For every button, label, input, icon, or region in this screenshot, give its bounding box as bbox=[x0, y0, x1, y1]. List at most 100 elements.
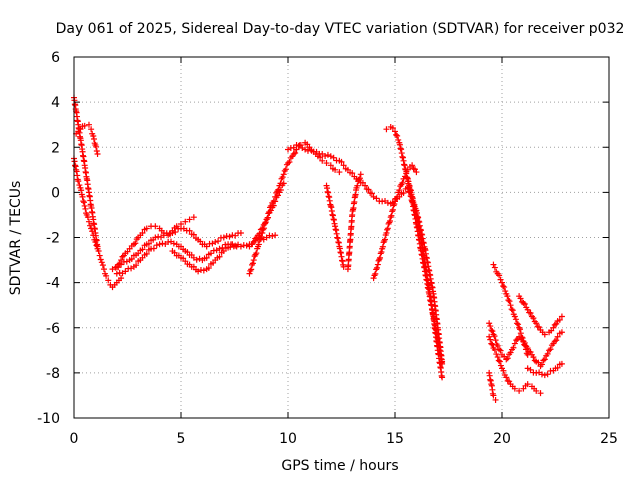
data-point-interp bbox=[398, 146, 405, 153]
data-point-interp bbox=[78, 187, 85, 194]
data-point-interp bbox=[535, 359, 542, 366]
data-point bbox=[541, 356, 548, 363]
data-point bbox=[203, 243, 210, 250]
data-point bbox=[207, 250, 214, 257]
data-point-interp bbox=[553, 320, 560, 327]
data-point-interp bbox=[76, 182, 83, 189]
y-tick-label: -2 bbox=[46, 231, 60, 247]
data-point-interp bbox=[338, 158, 345, 165]
data-point bbox=[387, 214, 394, 221]
data-point-interp bbox=[491, 333, 498, 340]
data-point bbox=[81, 122, 88, 129]
data-point-interp bbox=[505, 297, 512, 304]
data-points bbox=[71, 94, 565, 403]
data-point-interp bbox=[396, 141, 403, 148]
data-point bbox=[511, 313, 518, 320]
data-point-interp bbox=[504, 355, 511, 362]
data-point-interp bbox=[249, 260, 256, 267]
data-point-interp bbox=[493, 351, 500, 358]
data-point-interp bbox=[387, 218, 394, 225]
data-point bbox=[272, 198, 279, 205]
data-point bbox=[98, 259, 105, 266]
data-point-interp bbox=[133, 262, 140, 269]
data-point bbox=[94, 243, 101, 250]
x-tick-label: 20 bbox=[493, 431, 511, 447]
data-point-interp bbox=[412, 208, 419, 215]
data-point bbox=[237, 243, 244, 250]
data-point-interp bbox=[322, 152, 329, 159]
data-point bbox=[370, 275, 377, 282]
data-point-interp bbox=[487, 323, 494, 330]
data-point-interp bbox=[521, 341, 528, 348]
data-point bbox=[220, 234, 227, 241]
data-point bbox=[272, 232, 279, 239]
data-point-interp bbox=[497, 347, 504, 354]
data-point-interp bbox=[253, 250, 260, 257]
data-point-interp bbox=[255, 241, 262, 248]
data-point bbox=[152, 234, 159, 241]
x-tick-label: 5 bbox=[177, 431, 186, 447]
data-point bbox=[413, 169, 420, 176]
data-point bbox=[554, 333, 561, 340]
data-point-interp bbox=[384, 226, 391, 233]
data-point-interp bbox=[190, 231, 197, 238]
data-point bbox=[118, 275, 125, 282]
data-point-interp bbox=[497, 276, 504, 283]
data-point-interp bbox=[489, 341, 496, 348]
data-point-interp bbox=[513, 320, 520, 327]
data-point bbox=[507, 302, 514, 309]
data-point bbox=[546, 347, 553, 354]
y-tick-label: 2 bbox=[51, 140, 60, 156]
data-point-interp bbox=[374, 264, 381, 271]
data-point-interp bbox=[292, 149, 299, 156]
data-point-interp bbox=[518, 334, 525, 341]
data-point-interp bbox=[488, 327, 495, 334]
data-point bbox=[374, 261, 381, 268]
data-point bbox=[486, 320, 493, 327]
data-point-interp bbox=[277, 186, 284, 193]
data-point bbox=[490, 261, 497, 268]
data-point bbox=[156, 241, 163, 248]
data-point-interp bbox=[97, 256, 104, 263]
data-point bbox=[323, 160, 330, 167]
data-point bbox=[85, 218, 92, 225]
data-point-interp bbox=[286, 158, 293, 165]
grid bbox=[74, 57, 609, 418]
y-tick-label: 6 bbox=[51, 50, 60, 66]
data-point-interp bbox=[270, 202, 277, 209]
data-point-interp bbox=[522, 346, 529, 353]
data-point-interp bbox=[405, 178, 412, 185]
data-point bbox=[533, 387, 540, 394]
data-point-interp bbox=[544, 350, 551, 357]
data-point-interp bbox=[538, 361, 545, 368]
data-point-interp bbox=[530, 354, 537, 361]
data-point-interp bbox=[340, 162, 347, 169]
data-point-interp bbox=[354, 182, 361, 189]
data-point-interp bbox=[80, 199, 87, 206]
data-point-interp bbox=[411, 203, 418, 210]
data-point bbox=[319, 157, 326, 164]
data-point-interp bbox=[99, 262, 106, 269]
data-point bbox=[533, 320, 540, 327]
data-point-interp bbox=[389, 125, 396, 131]
data-point-interp bbox=[393, 131, 400, 138]
data-point-interp bbox=[258, 233, 265, 240]
data-point-interp bbox=[530, 315, 537, 322]
y-tick-label: 0 bbox=[51, 185, 60, 201]
data-point-interp bbox=[412, 207, 419, 214]
data-point-interp bbox=[349, 170, 356, 177]
data-point bbox=[383, 229, 390, 236]
data-point bbox=[520, 338, 527, 345]
data-point bbox=[511, 385, 518, 392]
data-point-interp bbox=[82, 205, 89, 212]
data-point-interp bbox=[488, 340, 495, 347]
data-point-interp bbox=[385, 220, 392, 227]
data-point-interp bbox=[216, 253, 223, 260]
data-point bbox=[186, 227, 193, 234]
data-point-interp bbox=[262, 220, 269, 227]
data-point-interp bbox=[90, 135, 97, 142]
axis-ticks bbox=[73, 56, 610, 419]
data-point-interp bbox=[406, 182, 413, 189]
y-tick-label: -6 bbox=[46, 321, 60, 337]
data-point bbox=[494, 342, 501, 349]
